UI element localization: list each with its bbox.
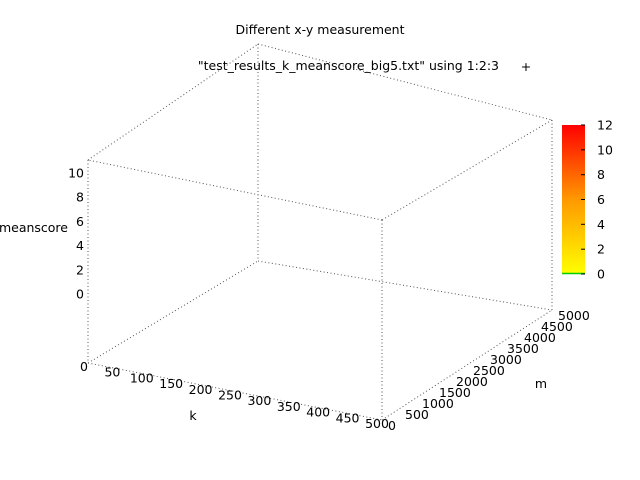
y-tick-label: 4500 — [541, 319, 573, 334]
z-tick-label: 0 — [76, 287, 84, 302]
colorbar-tick-label: 8 — [597, 167, 605, 182]
z-tick-label: 4 — [76, 238, 84, 253]
y-tick-label: 2500 — [473, 363, 505, 378]
colorbar-ticks: 0 2 4 6 8 10 12 — [581, 118, 613, 282]
z-tick-label: 8 — [76, 190, 84, 205]
x-tick-label: 500 — [365, 416, 389, 431]
x-tick-label: 250 — [218, 388, 242, 403]
y-tick-label: 3000 — [490, 352, 522, 367]
y-tick-label: 500 — [405, 407, 429, 422]
legend-entry: "test_results_k_meanscore_big5.txt" usin… — [198, 58, 499, 73]
colorbar-tick-label: 2 — [597, 242, 605, 257]
x-tick-label: 400 — [306, 405, 330, 420]
y-tick-label: 1500 — [439, 385, 471, 400]
plot-box — [87, 43, 553, 421]
x-tick-label: 150 — [159, 376, 183, 391]
x-axis-ticks: 0 50 100 150 200 250 300 350 400 450 500 — [80, 359, 389, 431]
colorbar-tick-label: 4 — [597, 217, 605, 232]
x-tick-label: 350 — [277, 399, 301, 414]
y-tick-label: 3500 — [507, 341, 539, 356]
x-tick-label: 50 — [104, 365, 120, 380]
z-tick-label: 2 — [76, 262, 84, 277]
y-tick-label: 0 — [388, 418, 396, 433]
colorbar-tick-label: 0 — [597, 267, 605, 282]
x-tick-label: 450 — [336, 410, 360, 425]
x-tick-label: 200 — [189, 382, 213, 397]
colorbar: 0 2 4 6 8 10 12 — [562, 118, 613, 282]
colorbar-tick-label: 6 — [597, 192, 605, 207]
y-tick-label: 4000 — [524, 330, 556, 345]
x-axis-label: k — [189, 408, 197, 423]
x-tick-label: 300 — [247, 393, 271, 408]
chart-title: Different x-y measurement — [235, 22, 404, 37]
x-tick-label: 0 — [80, 359, 88, 374]
z-tick-label: 6 — [76, 214, 84, 229]
colorbar-tick-label: 12 — [597, 118, 613, 133]
y-tick-label: 5000 — [558, 308, 590, 323]
z-tick-label: 10 — [68, 166, 84, 181]
colorbar-gradient — [562, 125, 585, 274]
y-axis-label: m — [535, 376, 547, 391]
y-tick-label: 1000 — [422, 396, 454, 411]
x-tick-label: 100 — [130, 370, 154, 385]
z-axis-ticks: 0 2 4 6 8 10 — [68, 166, 84, 302]
colorbar-tick-label: 10 — [597, 142, 613, 157]
legend-marker: + — [521, 59, 531, 74]
y-tick-label: 2000 — [456, 374, 488, 389]
z-axis-label: meanscore — [0, 220, 68, 235]
